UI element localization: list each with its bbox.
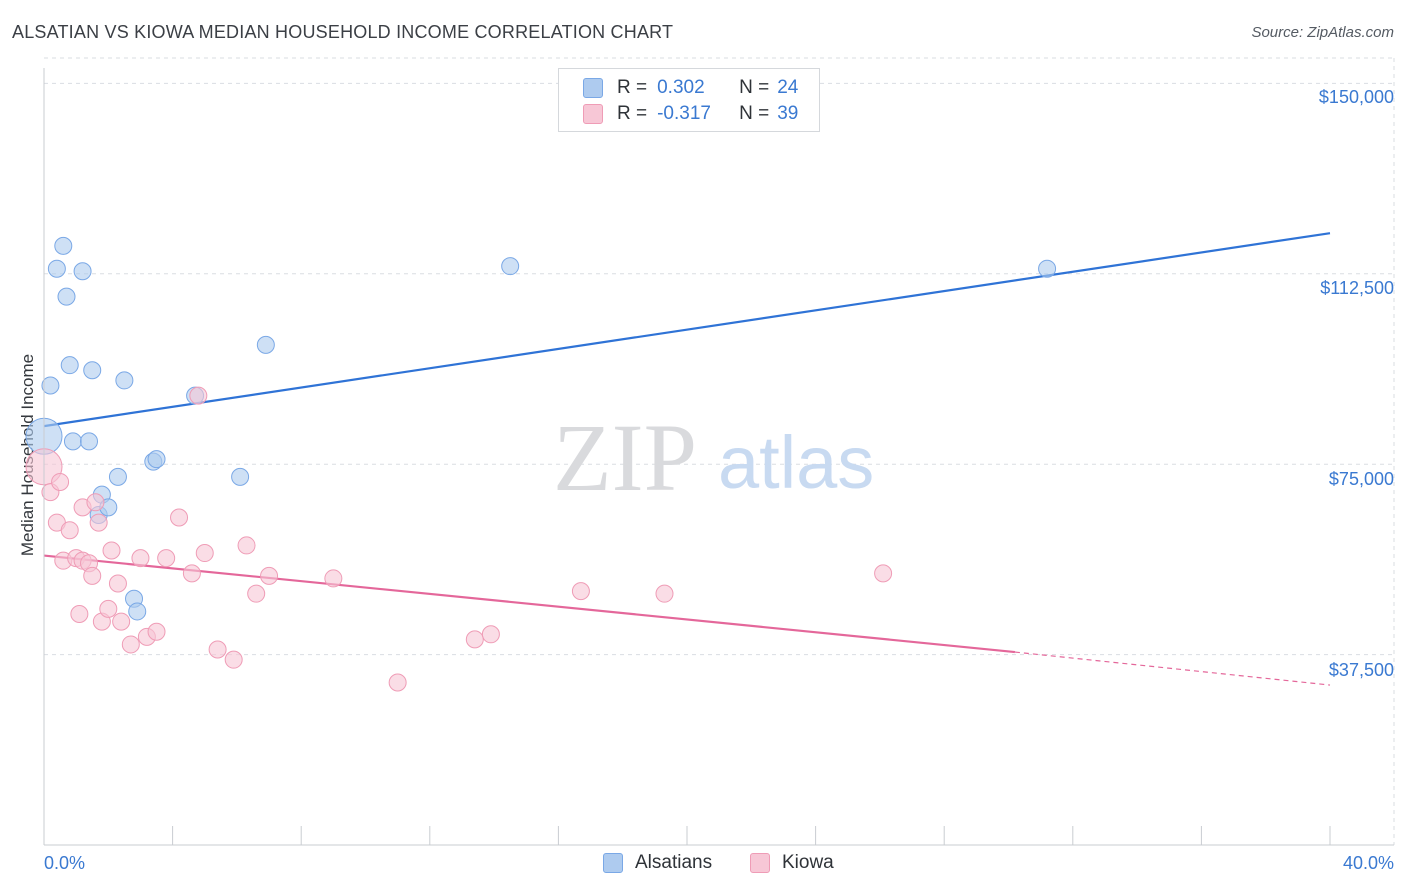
legend-r-value: 0.302 <box>657 77 705 98</box>
point-kiowa <box>388 673 407 692</box>
y-tick-label-112500: $112,500 <box>1320 278 1394 298</box>
y-tick-label-37500: $37,500 <box>1328 660 1394 680</box>
legend-item-alsatians: Alsatians <box>603 852 712 874</box>
point-kiowa <box>70 604 89 623</box>
point-alsatians <box>115 371 134 390</box>
point-alsatians <box>1038 259 1057 278</box>
point-kiowa <box>157 549 176 568</box>
point-alsatians <box>80 432 99 451</box>
trend-line-kiowa-extension <box>1014 651 1331 686</box>
point-kiowa <box>182 564 201 583</box>
point-alsatians <box>83 361 102 380</box>
point-alsatians <box>60 356 79 375</box>
point-kiowa <box>324 569 343 588</box>
legend-label-kiowa: Kiowa <box>782 852 834 873</box>
point-kiowa <box>121 635 140 654</box>
point-kiowa <box>83 566 102 585</box>
point-kiowa <box>170 508 189 527</box>
point-kiowa <box>247 584 266 603</box>
point-kiowa <box>131 549 150 568</box>
point-kiowa <box>224 650 243 669</box>
point-kiowa <box>89 513 108 532</box>
y-tick-label-75000: $75,000 <box>1328 469 1394 489</box>
legend-n-value: 24 <box>777 77 799 98</box>
trend-line-kiowa <box>43 554 1016 654</box>
point-alsatians <box>108 467 127 486</box>
point-alsatians <box>501 257 520 276</box>
legend-r-value: -0.317 <box>657 103 711 124</box>
point-kiowa <box>86 493 105 512</box>
series-legend: Alsatians Kiowa <box>0 852 1406 876</box>
point-kiowa <box>102 541 121 560</box>
point-alsatians <box>128 602 147 621</box>
point-kiowa <box>208 640 227 659</box>
point-kiowa <box>108 574 127 593</box>
legend-swatch-alsatians <box>603 853 623 873</box>
point-kiowa <box>260 566 279 585</box>
point-alsatians <box>231 467 250 486</box>
trend-line-alsatians <box>43 232 1331 428</box>
point-kiowa <box>99 599 118 618</box>
point-alsatians <box>73 262 92 281</box>
correlation-legend: R = 0.302 N = 24 R = -0.317 N = 39 <box>558 68 820 132</box>
legend-n-label: N = <box>739 103 770 124</box>
legend-row-alsatians: R = 0.302 N = 24 <box>583 75 798 101</box>
point-alsatians <box>41 376 60 395</box>
chart-title: ALSATIAN VS KIOWA MEDIAN HOUSEHOLD INCOM… <box>12 22 674 42</box>
x-tick-label-max: 40.0% <box>1342 853 1394 873</box>
point-kiowa <box>51 472 70 491</box>
point-kiowa <box>237 536 256 555</box>
legend-swatch-kiowa <box>750 853 770 873</box>
watermark-zip: ZIP <box>553 404 697 511</box>
legend-r-label: R = <box>617 103 648 124</box>
point-alsatians <box>57 287 76 306</box>
point-kiowa <box>655 584 674 603</box>
point-kiowa <box>195 544 214 563</box>
point-kiowa <box>147 622 166 641</box>
legend-n-label: N = <box>739 77 770 98</box>
legend-label-alsatians: Alsatians <box>635 852 713 873</box>
point-alsatians <box>54 236 73 255</box>
source-label: Source: ZipAtlas.com <box>1251 24 1394 41</box>
legend-item-kiowa: Kiowa <box>750 852 834 874</box>
point-alsatians <box>47 259 66 278</box>
point-alsatians <box>147 450 166 469</box>
point-alsatians <box>63 432 82 451</box>
point-kiowa <box>481 625 500 644</box>
point-kiowa <box>60 521 79 540</box>
y-tick-label-150000: $150,000 <box>1318 87 1394 107</box>
legend-row-kiowa: R = -0.317 N = 39 <box>583 101 798 127</box>
point-alsatians <box>256 335 275 354</box>
point-kiowa <box>874 564 893 583</box>
x-tick-label-min: 0.0% <box>44 853 86 873</box>
legend-swatch-kiowa <box>583 104 603 124</box>
point-kiowa <box>571 582 590 601</box>
point-kiowa <box>112 612 131 631</box>
legend-swatch-alsatians <box>583 78 603 98</box>
legend-r-label: R = <box>617 77 648 98</box>
legend-n-value: 39 <box>777 103 799 124</box>
point-kiowa <box>189 386 208 405</box>
watermark-atlas: atlas <box>718 421 874 504</box>
point-kiowa <box>465 630 484 649</box>
